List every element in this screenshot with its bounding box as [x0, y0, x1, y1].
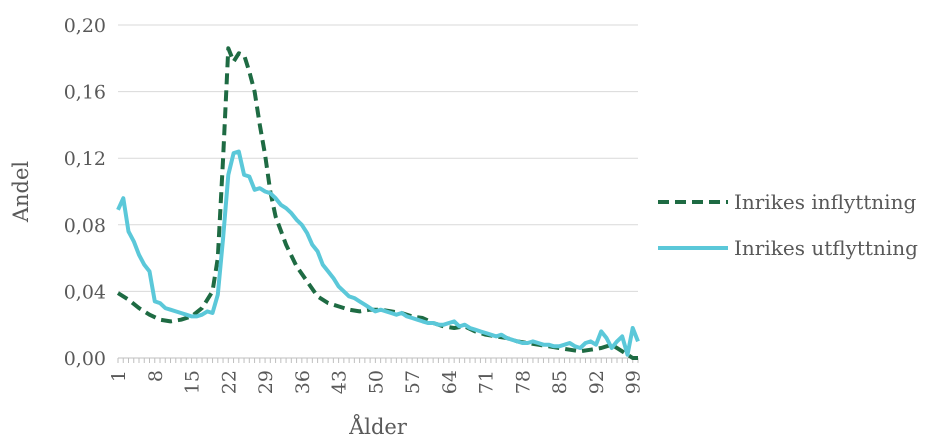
x-tick-label: 50 — [365, 370, 387, 394]
y-tick-label: 0,08 — [64, 215, 106, 237]
y-tick-label: 0,04 — [64, 281, 106, 303]
series-line-1 — [116, 46, 638, 360]
x-tick-label: 57 — [402, 370, 424, 394]
x-tick-label: 78 — [512, 370, 534, 394]
legend-label-2: Inrikes utflyttning — [734, 236, 918, 260]
y-tick-label: 0,16 — [64, 82, 106, 104]
x-axis-tick-labels: 1 8 15 22 29 36 43 50 57 64 71 78 85 92 99 — [108, 370, 645, 394]
x-tick-label: 43 — [329, 370, 351, 394]
y-axis-tick-labels: 0,00 0,04 0,08 0,12 0,16 0,20 — [64, 15, 106, 370]
legend-label-1: Inrikes inflyttning — [734, 190, 916, 214]
y-tick-label: 0,00 — [64, 348, 106, 370]
legend: Inrikes inflyttning Inrikes utflyttning — [658, 190, 918, 260]
y-tick-label: 0,12 — [64, 148, 106, 170]
series-lines — [116, 46, 640, 360]
y-axis-title: Andel — [9, 161, 33, 224]
x-tick-label: 92 — [586, 370, 608, 394]
x-tick-label: 64 — [439, 370, 461, 394]
x-tick-label: 8 — [145, 370, 167, 382]
x-axis-tick-marks — [117, 358, 639, 363]
x-tick-label: 29 — [255, 370, 277, 394]
x-tick-label: 99 — [623, 370, 645, 394]
series-line-2 — [116, 149, 640, 357]
x-axis-title: Ålder — [348, 414, 408, 439]
x-tick-label: 85 — [549, 370, 571, 394]
x-tick-label: 1 — [108, 370, 130, 382]
grid-lines — [118, 24, 638, 292]
x-tick-label: 36 — [292, 370, 314, 394]
y-tick-label: 0,20 — [64, 15, 106, 37]
x-tick-label: 71 — [476, 370, 498, 394]
x-tick-label: 15 — [182, 370, 204, 394]
x-tick-label: 22 — [218, 370, 240, 394]
